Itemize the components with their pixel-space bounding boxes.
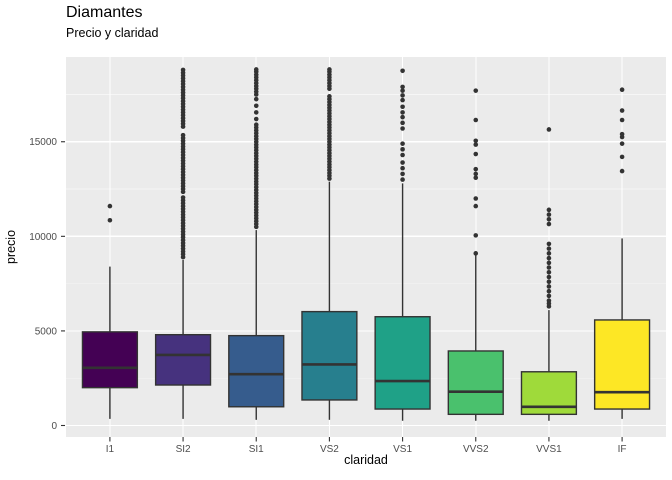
outlier-dot-VVS2 [473,251,479,256]
outlier-dot-VVS2 [473,142,479,147]
outlier-dot-VS1 [400,147,405,152]
outlier-dot-SI1 [253,96,259,102]
outlier-dot-IF [619,141,625,146]
outlier-dot-IF [619,154,625,160]
box-VS1 [374,316,431,410]
outlier-dot-VVS2 [473,88,479,93]
outlier-dot-I1 [107,203,113,209]
outlier-dot-VS1 [400,141,405,146]
x-tick-label: VVS2 [463,444,489,455]
outlier-dot-VVS1 [546,260,552,266]
outlier-dot-SI1 [253,116,259,122]
outlier-dot-VS1 [400,126,405,131]
outlier-dot-VS1 [400,177,405,182]
outlier-dot-VS2 [327,94,332,99]
outlier-dot-VVS1 [546,274,552,280]
outlier-dot-VS1 [400,68,405,74]
outlier-dot-VVS2 [473,196,479,201]
box-SI2 [154,333,212,386]
outlier-dot-VVS2 [473,138,479,144]
outlier-dot-VVS2 [473,171,479,177]
outlier-dot-VS1 [400,88,405,93]
outlier-dot-VS1 [400,84,405,90]
outlier-dot-SI1 [253,103,259,109]
outlier-dot-VVS2 [473,117,479,123]
outlier-dot-VVS1 [546,293,552,299]
outlier-dot-SI1 [253,67,259,72]
outlier-dot-IF [619,168,625,174]
outlier-dot-VVS1 [546,255,552,261]
y-tick-label: 5000 [35,326,58,337]
outlier-dot-VVS2 [473,233,479,238]
outlier-dot-IF [619,108,625,113]
x-tick-label: SI2 [176,444,191,455]
outlier-dot-VVS1 [546,246,552,251]
outlier-dot-VS1 [400,114,405,120]
outlier-dot-VVS1 [546,217,552,222]
outlier-dot-IF [619,131,625,137]
outlier-dot-VVS1 [546,279,552,285]
outlier-dot-SI1 [253,122,259,128]
outlier-dot-VVS1 [546,221,552,227]
x-tick-label: I1 [106,444,115,455]
outlier-dot-IF [619,117,625,123]
outlier-dot-VS1 [400,120,405,126]
box-I1 [81,331,139,389]
outlier-dot-VS1 [400,152,405,158]
page-title: Diamantes [66,4,143,21]
outlier-dot-VVS1 [546,251,552,256]
y-tick-label: 10000 [29,232,57,243]
box-IF [593,319,651,410]
outlier-dot-VS1 [400,160,405,165]
outlier-dot-VS1 [400,165,405,171]
box-VS2 [301,310,358,401]
outlier-dot-VVS1 [546,212,552,217]
outlier-dot-I1 [107,217,113,223]
outlier-dot-VVS2 [473,203,479,209]
outlier-dot-VVS1 [546,298,552,303]
y-tick-label: 15000 [29,137,57,148]
outlier-dot-VVS2 [473,166,479,172]
outlier-dot-SI2 [180,195,186,200]
outlier-dot-VVS1 [546,265,552,270]
outlier-dot-SI2 [180,132,186,138]
y-tick-label: 0 [51,421,57,432]
outlier-dot-VVS1 [546,207,552,213]
outlier-dot-VVS1 [546,127,552,132]
outlier-dot-VVS1 [546,284,552,289]
outlier-dot-VVS2 [473,175,479,180]
x-tick-label: VS1 [393,444,412,455]
x-tick-label: VVS1 [536,444,562,455]
outlier-dot-VVS1 [546,269,552,275]
x-axis-title: claridad [344,453,388,467]
x-tick-label: SI1 [249,444,264,455]
outlier-dot-SI1 [253,110,259,115]
outlier-dot-VS2 [327,67,332,72]
outlier-dot-VS1 [400,110,405,115]
outlier-dot-VVS2 [473,151,479,157]
outlier-dot-VS1 [400,97,405,103]
x-tick-label: IF [618,444,627,455]
box-VVS2 [447,350,504,416]
outlier-dot-VS1 [400,93,405,98]
outlier-dot-SI2 [180,67,186,73]
chart-subtitle: Precio y claridad [66,26,159,40]
outlier-dot-IF [619,87,625,93]
box-SI1 [228,334,285,408]
x-tick-label: VS2 [320,444,339,455]
outlier-dot-VVS1 [546,241,552,247]
outlier-dot-VS1 [400,104,405,110]
outlier-dot-VVS1 [546,288,552,294]
outlier-dot-VS1 [400,171,405,177]
